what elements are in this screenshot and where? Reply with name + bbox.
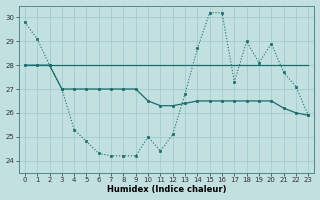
X-axis label: Humidex (Indice chaleur): Humidex (Indice chaleur) — [107, 185, 226, 194]
